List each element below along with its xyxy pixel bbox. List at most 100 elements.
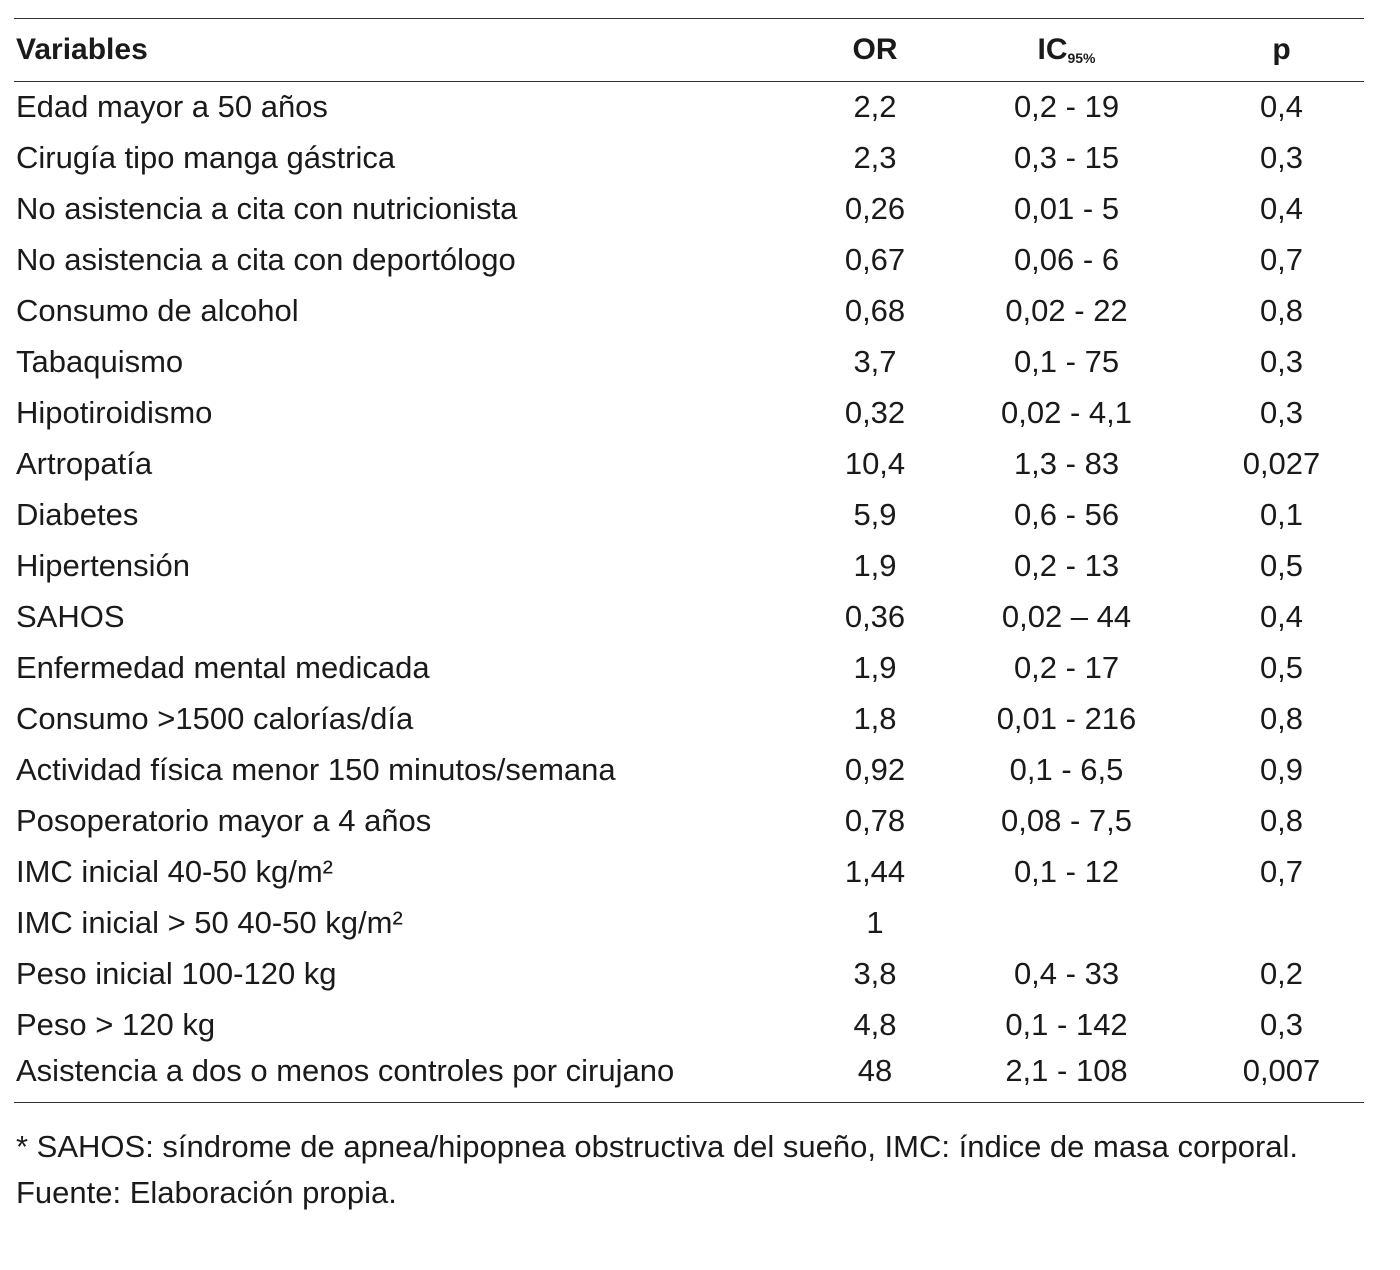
cell-or: 1,44 (844, 853, 906, 889)
table-row: Consumo de alcohol 0,68 0,02 - 22 0,8 (14, 285, 1364, 336)
cell-or: 0,68 (844, 292, 906, 328)
table-footnote: * SAHOS: síndrome de apnea/hipopnea obst… (16, 1129, 1299, 1210)
table-row: Peso > 120 kg 4,8 0,1 - 142 0,3 (14, 999, 1364, 1050)
cell-ic: 1,3 - 83 (1013, 445, 1120, 481)
table-row: Enfermedad mental medicada 1,9 0,2 - 17 0,5 (14, 642, 1364, 693)
cell-or: 5,9 (853, 496, 897, 532)
cell-p: 0,9 (1259, 751, 1304, 787)
cell-or: 0,92 (844, 751, 906, 787)
table-row: Diabetes 5,9 0,6 - 56 0,1 (14, 489, 1364, 540)
cell-ic: 2,1 - 108 (1005, 1053, 1128, 1088)
cell-p: 0,007 (1242, 1053, 1321, 1088)
cell-p (1199, 897, 1364, 948)
cell-or: 48 (857, 1053, 893, 1088)
cell-ic: 0,02 - 22 (1005, 292, 1128, 328)
table-row: Hipotiroidismo 0,32 0,02 - 4,1 0,3 (14, 387, 1364, 438)
cell-ic: 0,02 – 44 (1001, 598, 1132, 634)
table-top-rule (14, 18, 1364, 19)
cell-ic: 0,1 - 75 (1013, 343, 1120, 379)
cell-or: 0,32 (844, 394, 906, 430)
cell-or: 2,3 (853, 139, 897, 175)
cell-or: 1,9 (853, 547, 897, 583)
table-row: Artropatía 10,4 1,3 - 83 0,027 (14, 438, 1364, 489)
cell-or: 0,26 (844, 190, 906, 226)
cell-p: 0,3 (1259, 343, 1304, 379)
table-row: Tabaquismo 3,7 0,1 - 75 0,3 (14, 336, 1364, 387)
cell-or: 1,9 (853, 649, 897, 685)
table-row: Posoperatorio mayor a 4 años 0,78 0,08 - 7… (14, 795, 1364, 846)
cell-or: 3,8 (853, 955, 897, 991)
cell-ic: 0,2 - 19 (1013, 89, 1120, 124)
cell-p: 0,2 (1259, 955, 1304, 991)
cell-or: 1 (866, 904, 884, 940)
table-row: IMC inicial 40-50 kg/m² 1,44 0,1 - 12 0,7 (14, 846, 1364, 897)
cell-variable: Peso > 120 kg (16, 1006, 216, 1042)
cell-variable: Consumo de alcohol (16, 292, 299, 328)
cell-p: 0,3 (1259, 139, 1304, 175)
cell-variable: Artropatía (16, 445, 153, 481)
cell-ic: 0,01 - 5 (1013, 190, 1120, 226)
cell-p: 0,5 (1259, 547, 1304, 583)
table-row: Cirugía tipo manga gástrica 2,3 0,3 - 15 0,… (14, 132, 1364, 183)
cell-variable: Peso inicial 100-120 kg (16, 955, 337, 991)
cell-or: 1,8 (853, 700, 897, 736)
cell-p: 0,027 (1242, 445, 1321, 481)
cell-or: 3,7 (853, 343, 897, 379)
cell-p: 0,8 (1259, 700, 1304, 736)
cell-variable: Actividad física menor 150 minutos/seman… (16, 751, 616, 787)
cell-p: 0,5 (1259, 649, 1304, 685)
cell-variable: No asistencia a cita con deportólogo (16, 241, 516, 277)
cell-variable: IMC inicial > 50 40-50 kg/m² (16, 904, 403, 940)
results-table: Variables OR IC95% p Edad mayor a 50 año… (14, 19, 1364, 1102)
cell-p: 0,3 (1259, 394, 1304, 430)
cell-or: 4,8 (853, 1006, 897, 1042)
cell-or: 0,36 (844, 598, 906, 634)
table-row: Hipertensión 1,9 0,2 - 13 0,5 (14, 540, 1364, 591)
cell-ic: 0,1 - 142 (1005, 1006, 1128, 1042)
cell-variable: Edad mayor a 50 años (16, 89, 328, 124)
table-row: IMC inicial > 50 40-50 kg/m² 1 (14, 897, 1364, 948)
cell-variable: Diabetes (16, 496, 139, 532)
table-header: Variables OR IC95% p (14, 19, 1364, 82)
cell-ic: 0,3 - 15 (1013, 139, 1120, 175)
cell-variable: IMC inicial 40-50 kg/m² (16, 853, 333, 889)
cell-p: 0,8 (1259, 802, 1304, 838)
cell-p: 0,4 (1259, 598, 1304, 634)
table-row: Consumo >1500 calorías/día 1,8 0,01 - 216 0… (14, 693, 1364, 744)
cell-variable: Asistencia a dos o menos controles por c… (16, 1053, 675, 1088)
cell-variable: Cirugía tipo manga gástrica (16, 139, 396, 175)
table-row: SAHOS 0,36 0,02 – 44 0,4 (14, 591, 1364, 642)
cell-p: 0,7 (1259, 853, 1304, 889)
cell-ic: 0,1 - 6,5 (1009, 751, 1124, 787)
cell-ic: 0,6 - 56 (1013, 496, 1120, 532)
header-ic: IC95% (934, 19, 1199, 82)
header-p: p (1272, 33, 1291, 66)
cell-or: 0,67 (844, 241, 906, 277)
table-row: No asistencia a cita con nutricionista 0,… (14, 183, 1364, 234)
cell-ic: 0,01 - 216 (996, 700, 1137, 736)
cell-p: 0,3 (1259, 1006, 1304, 1042)
cell-variable: SAHOS (16, 598, 125, 634)
cell-ic: 0,06 - 6 (1013, 241, 1120, 277)
cell-ic: 0,4 - 33 (1013, 955, 1120, 991)
header-ic-subscript: 95% (1067, 50, 1096, 66)
header-variables: Variables (16, 33, 148, 66)
cell-or: 10,4 (844, 445, 906, 481)
cell-variable: Tabaquismo (16, 343, 184, 379)
table-row: Edad mayor a 50 años 2,2 0,2 - 19 0,4 (14, 82, 1364, 133)
cell-p: 0,7 (1259, 241, 1304, 277)
cell-variable: No asistencia a cita con nutricionista (16, 190, 518, 226)
table-row: Peso inicial 100-120 kg 3,8 0,4 - 33 0,2 (14, 948, 1364, 999)
cell-p: 0,1 (1259, 496, 1304, 532)
cell-or: 2,2 (853, 89, 897, 124)
cell-p: 0,4 (1259, 190, 1304, 226)
cell-ic: 0,2 - 17 (1013, 649, 1120, 685)
cell-variable: Hipertensión (16, 547, 191, 583)
cell-variable: Hipotiroidismo (16, 394, 213, 430)
cell-ic: 0,02 - 4,1 (1001, 394, 1132, 430)
cell-ic: 0,08 - 7,5 (1001, 802, 1132, 838)
cell-ic: 0,1 - 12 (1013, 853, 1120, 889)
cell-variable: Consumo >1500 calorías/día (16, 700, 414, 736)
table-row: Asistencia a dos o menos controles por c… (14, 1050, 1364, 1102)
header-or: OR (852, 33, 898, 66)
